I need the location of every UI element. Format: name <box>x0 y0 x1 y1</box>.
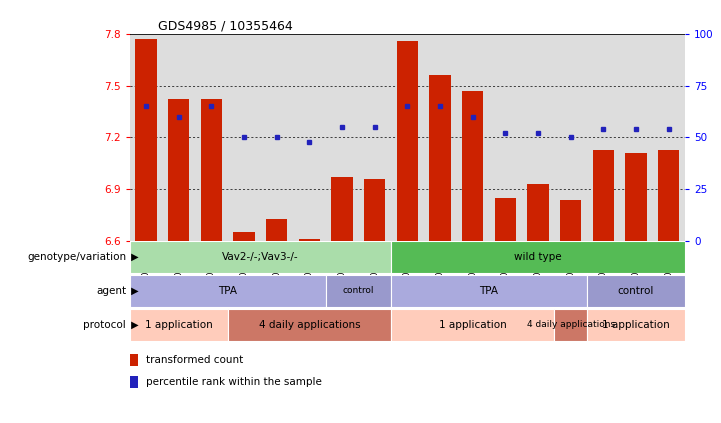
Text: agent: agent <box>96 286 126 296</box>
Text: protocol: protocol <box>84 320 126 330</box>
Bar <box>130 354 138 366</box>
Text: percentile rank within the sample: percentile rank within the sample <box>146 377 322 387</box>
Text: TPA: TPA <box>218 286 237 296</box>
Bar <box>298 239 320 241</box>
Bar <box>130 376 138 388</box>
Text: 4 daily applications: 4 daily applications <box>526 320 615 329</box>
Text: Vav2-/-;Vav3-/-: Vav2-/-;Vav3-/- <box>222 252 298 262</box>
Bar <box>228 309 391 341</box>
Bar <box>560 200 581 241</box>
Text: ▶: ▶ <box>128 320 139 330</box>
Bar <box>326 275 391 307</box>
Bar <box>462 91 483 241</box>
Bar <box>391 241 685 273</box>
Bar <box>168 99 190 241</box>
Text: 1 application: 1 application <box>439 320 507 330</box>
Bar <box>234 233 255 241</box>
Text: wild type: wild type <box>514 252 562 262</box>
Bar <box>430 75 451 241</box>
Bar <box>527 184 549 241</box>
Bar <box>587 309 685 341</box>
Bar <box>593 150 614 241</box>
Bar <box>130 241 391 273</box>
Text: 1 application: 1 application <box>145 320 213 330</box>
Bar <box>658 150 679 241</box>
Bar <box>332 177 353 241</box>
Bar <box>266 219 288 241</box>
Text: ▶: ▶ <box>128 286 139 296</box>
Text: transformed count: transformed count <box>146 355 244 365</box>
Bar <box>587 275 685 307</box>
Bar <box>554 309 587 341</box>
Bar <box>625 153 647 241</box>
Bar <box>130 309 228 341</box>
Bar <box>391 309 554 341</box>
Bar <box>495 198 516 241</box>
Text: TPA: TPA <box>479 286 498 296</box>
Bar <box>397 41 418 241</box>
Text: control: control <box>618 286 654 296</box>
Text: 1 application: 1 application <box>602 320 670 330</box>
Text: ▶: ▶ <box>128 252 139 262</box>
Text: 4 daily applications: 4 daily applications <box>259 320 360 330</box>
Text: GDS4985 / 10355464: GDS4985 / 10355464 <box>157 20 292 33</box>
Bar <box>364 179 385 241</box>
Bar <box>391 275 587 307</box>
Bar <box>136 39 156 241</box>
Bar <box>201 99 222 241</box>
Text: genotype/variation: genotype/variation <box>27 252 126 262</box>
Text: control: control <box>342 286 374 295</box>
Bar <box>130 275 326 307</box>
